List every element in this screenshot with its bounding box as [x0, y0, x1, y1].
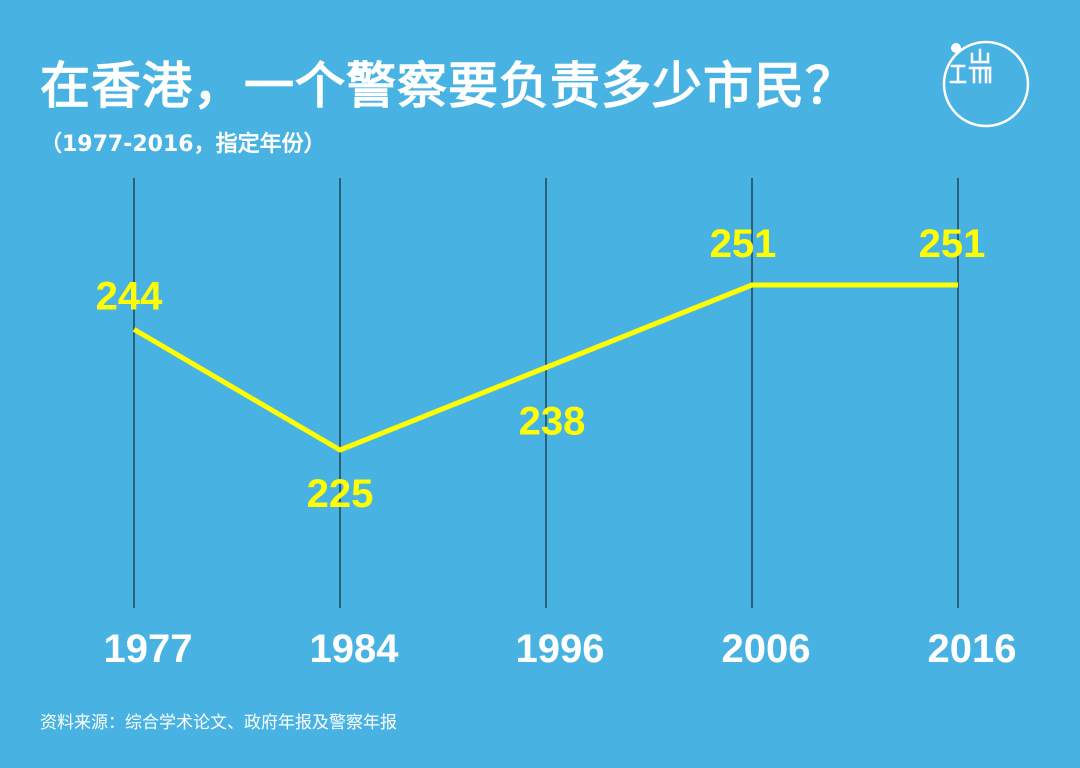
data-label: 251 — [919, 222, 986, 266]
duan-logo-icon — [942, 40, 1030, 128]
data-labels: 244 225 238 251 251 — [96, 222, 986, 516]
chart-subtitle: （1977-2016，指定年份） — [40, 132, 326, 157]
data-label: 238 — [519, 400, 586, 444]
x-tick-label: 2016 — [928, 627, 1017, 671]
series-line — [132, 282, 958, 453]
series-line-path — [132, 282, 958, 453]
data-label: 244 — [96, 274, 163, 318]
data-label: 225 — [307, 472, 374, 516]
x-tick-label: 1984 — [310, 627, 400, 671]
source-note: 资料来源：综合学术论文、政府年报及警察年报 — [40, 713, 397, 733]
x-tick-label: 2006 — [722, 627, 811, 671]
line-chart: 244 225 238 251 251 1977 1984 1996 2006 2016 — [96, 178, 1017, 671]
chart-title: 在香港，一个警察要负责多少市民？ — [40, 57, 856, 115]
x-axis-ticks: 1977 1984 1996 2006 2016 — [104, 627, 1017, 671]
x-tick-label: 1977 — [104, 627, 193, 671]
x-tick-label: 1996 — [516, 627, 605, 671]
data-label: 251 — [710, 222, 777, 266]
gridlines — [133, 178, 959, 608]
